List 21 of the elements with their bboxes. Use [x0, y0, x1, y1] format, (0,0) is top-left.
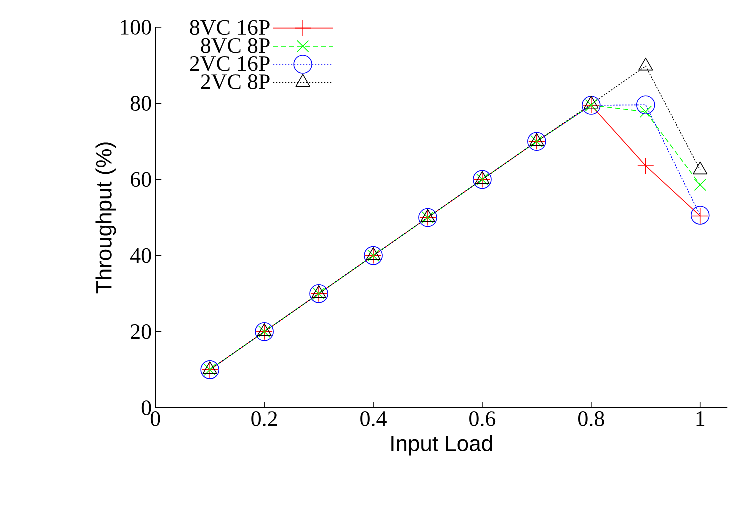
legend-label: 8VC 8P — [201, 38, 270, 54]
y-tick-label: 20 — [131, 324, 152, 340]
x-tick-label: 0.8 — [578, 412, 604, 426]
y-tick-label: 40 — [130, 248, 152, 264]
point — [636, 96, 656, 115]
x-axis-title: Input Load — [392, 435, 492, 456]
legend-label: 2VC 8P — [201, 74, 270, 90]
legend-label: 2VC 16P — [190, 56, 270, 72]
point — [694, 178, 706, 192]
x-tick-label: 0.4 — [360, 412, 387, 426]
y-tick-label: 0 — [142, 400, 152, 416]
x-tick-label: 1 — [696, 412, 705, 426]
y-axis-title: Throughput (%) — [96, 142, 116, 294]
y-tick-label: 80 — [130, 96, 152, 112]
point — [640, 106, 652, 118]
y-tick-label: 100 — [121, 20, 152, 35]
x-tick-label: 0.2 — [252, 412, 278, 426]
x-tick-label: 0.6 — [470, 412, 496, 426]
legend-label: 8VC 16P — [190, 20, 270, 36]
point — [637, 158, 654, 174]
y-tick-label: 60 — [131, 172, 152, 188]
